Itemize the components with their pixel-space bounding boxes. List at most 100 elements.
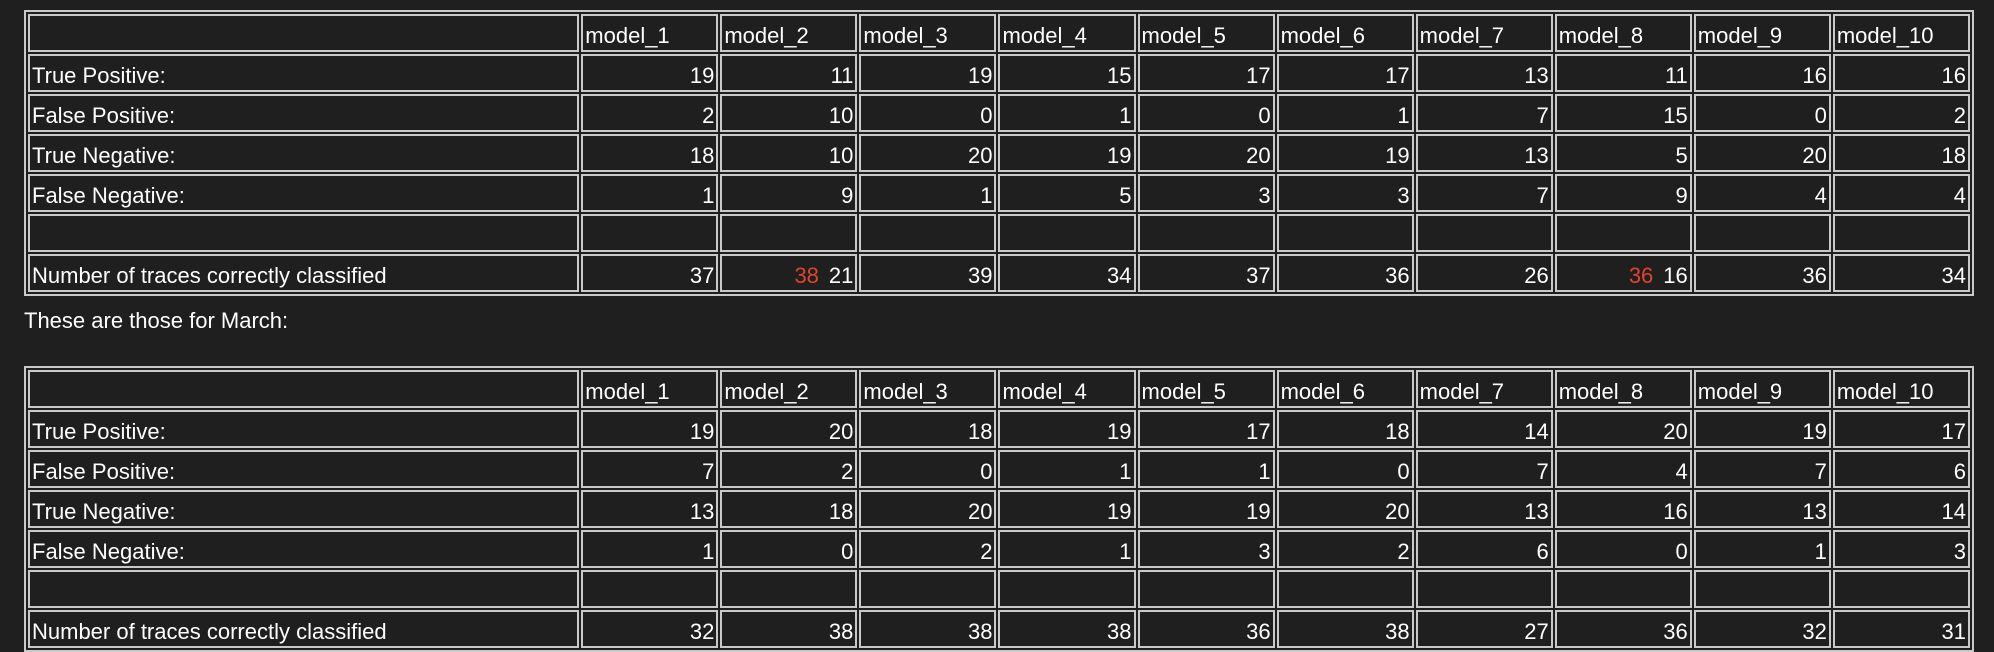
value-cell: 6 (1415, 530, 1553, 568)
table-row: True Negative: 13 18 20 19 19 20 13 16 13 14 (28, 490, 1970, 528)
value-cell: 17 (1137, 410, 1275, 448)
table-row: False Negative: 1 9 1 5 3 3 7 9 4 4 (28, 174, 1970, 212)
table-body: model_1 model_2 model_3 model_4 model_5 model… (28, 370, 1970, 648)
value-cell: 7 (1693, 450, 1831, 488)
total-value: 36 (1663, 619, 1688, 644)
column-header: model_9 (1693, 14, 1831, 52)
total-cell: 36 (1276, 254, 1414, 292)
total-cell: 37 (1137, 254, 1275, 292)
total-value: 39 (967, 263, 993, 288)
total-cell: 32 (1693, 610, 1831, 648)
value-cell: 6 (1832, 450, 1970, 488)
total-cell: 38 (998, 610, 1136, 648)
total-cell: 38 21 (720, 254, 858, 292)
value-cell: 0 (859, 94, 997, 132)
value-cell: 4 (1832, 174, 1970, 212)
total-value: 34 (1107, 263, 1132, 288)
column-header: model_10 (1832, 14, 1970, 52)
total-cell: 32 (581, 610, 719, 648)
value-cell: 16 (1832, 54, 1970, 92)
value-cell: 17 (1137, 54, 1275, 92)
total-cell: 37 (581, 254, 719, 292)
total-value: 38 (1107, 619, 1132, 644)
empty-cell (1276, 214, 1414, 252)
value-cell: 0 (859, 450, 997, 488)
column-header: model_9 (1693, 370, 1831, 408)
value-cell: 3 (1137, 174, 1275, 212)
value-cell: 13 (1415, 134, 1553, 172)
value-cell: 20 (1554, 410, 1692, 448)
value-cell: 18 (1832, 134, 1970, 172)
previous-value: 38 (794, 263, 819, 288)
empty-cell (1137, 570, 1275, 608)
value-cell: 3 (1832, 530, 1970, 568)
row-label: True Positive: (28, 410, 580, 448)
value-cell: 19 (581, 54, 719, 92)
value-cell: 1 (581, 174, 719, 212)
total-cell: 38 (720, 610, 858, 648)
empty-cell (1693, 214, 1831, 252)
table-row: True Positive: 19 20 18 19 17 18 14 20 19 17 (28, 410, 1970, 448)
empty-cell (581, 214, 719, 252)
table-row: True Positive: 19 11 19 15 17 17 13 11 16 16 (28, 54, 1970, 92)
value-cell: 13 (1415, 54, 1553, 92)
empty-cell (28, 214, 580, 252)
value-cell: 18 (1276, 410, 1414, 448)
column-header: model_1 (581, 370, 719, 408)
total-row: Number of traces correctly classified 32 3… (28, 610, 1970, 648)
header-row: model_1 model_2 model_3 model_4 model_5 model… (28, 370, 1970, 408)
empty-cell (1554, 214, 1692, 252)
value-cell: 2 (1832, 94, 1970, 132)
value-cell: 20 (859, 134, 997, 172)
total-value: 38 (1385, 619, 1410, 644)
empty-cell (1554, 570, 1692, 608)
column-header: model_7 (1415, 370, 1553, 408)
total-label: Number of traces correctly classified (28, 610, 580, 648)
table-row: True Negative: 18 10 20 19 20 19 13 5 20 18 (28, 134, 1970, 172)
total-cell: 38 (859, 610, 997, 648)
value-cell: 16 (1693, 54, 1831, 92)
header-row: model_1 model_2 model_3 model_4 model_5 model… (28, 14, 1970, 52)
value-cell: 19 (1276, 134, 1414, 172)
total-value: 36 (1246, 619, 1271, 644)
table-body: model_1 model_2 model_3 model_4 model_5 model… (28, 14, 1970, 292)
value-cell: 15 (1554, 94, 1692, 132)
value-cell: 19 (581, 410, 719, 448)
total-cell: 36 (1137, 610, 1275, 648)
value-cell: 0 (720, 530, 858, 568)
empty-cell (1415, 214, 1553, 252)
row-label: False Positive: (28, 450, 580, 488)
value-cell: 18 (581, 134, 719, 172)
column-header: model_4 (998, 14, 1136, 52)
table-row: False Negative: 1 0 2 1 3 2 6 0 1 3 (28, 530, 1970, 568)
value-cell: 7 (581, 450, 719, 488)
value-cell: 1 (581, 530, 719, 568)
value-cell: 1 (1137, 450, 1275, 488)
column-header: model_6 (1276, 14, 1414, 52)
total-value: 32 (1802, 619, 1827, 644)
value-cell: 4 (1554, 450, 1692, 488)
value-cell: 5 (998, 174, 1136, 212)
table-row: False Positive: 7 2 0 1 1 0 7 4 7 6 (28, 450, 1970, 488)
value-cell: 14 (1415, 410, 1553, 448)
value-cell: 19 (998, 490, 1136, 528)
value-cell: 13 (1693, 490, 1831, 528)
value-cell: 15 (998, 54, 1136, 92)
column-header: model_2 (720, 14, 858, 52)
value-cell: 3 (1276, 174, 1414, 212)
row-label: True Negative: (28, 490, 580, 528)
value-cell: 0 (1693, 94, 1831, 132)
march-caption: These are those for March: (24, 308, 289, 333)
value-cell: 20 (720, 410, 858, 448)
empty-cell (720, 214, 858, 252)
value-cell: 2 (581, 94, 719, 132)
value-cell: 11 (1554, 54, 1692, 92)
total-value: 36 (1802, 263, 1827, 288)
column-header: model_8 (1554, 14, 1692, 52)
value-cell: 20 (1276, 490, 1414, 528)
total-value: 16 (1663, 263, 1688, 288)
total-cell: 36 16 (1554, 254, 1692, 292)
empty-cell (859, 570, 997, 608)
empty-cell (28, 570, 580, 608)
value-cell: 17 (1276, 54, 1414, 92)
